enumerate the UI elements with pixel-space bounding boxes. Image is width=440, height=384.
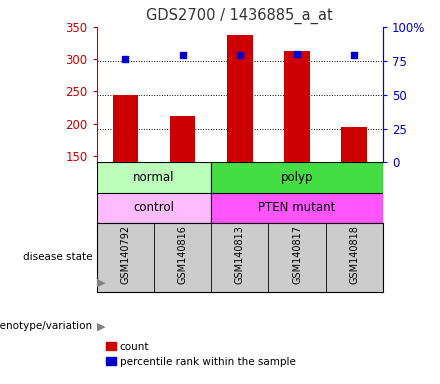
Bar [341, 127, 367, 162]
Text: control: control [133, 201, 175, 214]
Title: GDS2700 / 1436885_a_at: GDS2700 / 1436885_a_at [147, 8, 333, 24]
Text: GSM140817: GSM140817 [292, 225, 302, 284]
Bar [227, 35, 253, 162]
Bar [284, 51, 310, 162]
Text: GSM140813: GSM140813 [235, 225, 245, 284]
Point [351, 52, 358, 58]
Point [122, 56, 129, 63]
Text: polyp: polyp [281, 171, 313, 184]
Bar [97, 193, 211, 223]
Bar [113, 95, 138, 162]
Text: normal: normal [133, 171, 175, 184]
Text: ▶: ▶ [97, 277, 105, 287]
Bar [170, 116, 195, 162]
Point [179, 52, 186, 58]
Text: GSM140792: GSM140792 [121, 225, 130, 284]
Legend: count, percentile rank within the sample: count, percentile rank within the sample [102, 338, 300, 371]
Text: PTEN mutant: PTEN mutant [258, 201, 336, 214]
Point [236, 52, 243, 58]
Text: ▶: ▶ [97, 321, 105, 331]
Point [293, 51, 301, 57]
Text: disease state: disease state [23, 252, 92, 262]
Bar [211, 193, 383, 223]
Text: GSM140816: GSM140816 [178, 225, 187, 284]
Text: genotype/variation: genotype/variation [0, 321, 92, 331]
Bar [97, 162, 211, 193]
Text: GSM140818: GSM140818 [349, 225, 359, 284]
Bar [211, 162, 383, 193]
